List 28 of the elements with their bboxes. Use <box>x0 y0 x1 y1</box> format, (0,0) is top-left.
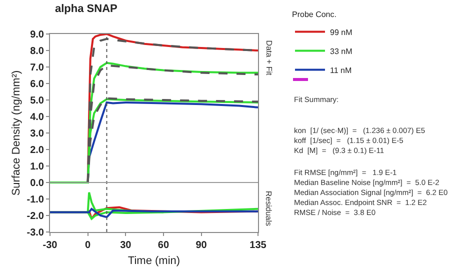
legend-title: Probe Conc. <box>292 10 336 20</box>
chart-title: alpha SNAP <box>55 2 118 15</box>
y-tick-label: 4.0 <box>30 112 44 123</box>
y-axis-title: Surface Density (ng/mm²) <box>10 70 22 196</box>
x-tick-label: 90 <box>196 240 208 251</box>
y-tick-label: 9.0 <box>30 30 44 40</box>
y-tick-label: 3.0 <box>30 128 44 140</box>
x-tick-label: -30 <box>42 240 58 251</box>
legend-label: 99 nM <box>330 28 353 37</box>
legend-label: 33 nM <box>330 46 353 56</box>
y-tick-label: 7.0 <box>30 62 44 74</box>
y-tick-label: 8.0 <box>30 46 44 57</box>
x-axis-title: Time (min) <box>128 255 180 268</box>
y-tick-label: 6.0 <box>30 79 44 90</box>
y-tick-label: 5.0 <box>30 96 44 106</box>
text: Residuals <box>264 190 274 226</box>
y-tick-label: -1.0 <box>26 194 44 206</box>
x-tick-label: 30 <box>120 240 132 251</box>
y-tick-label: 2.0 <box>30 145 44 156</box>
y-tick-label: -3.0 <box>26 228 44 238</box>
y-tick-label: 1.0 <box>30 162 44 172</box>
y-tick-label: -2.0 <box>26 211 44 222</box>
x-tick-label: 135 <box>250 240 267 251</box>
text: Data + Fit <box>264 40 274 76</box>
x-tick-label: 0 <box>85 240 92 251</box>
x-tick-label: 60 <box>158 240 170 251</box>
y-tick-label: 0.0 <box>30 178 44 189</box>
legend-label: 11 nM <box>330 66 352 75</box>
